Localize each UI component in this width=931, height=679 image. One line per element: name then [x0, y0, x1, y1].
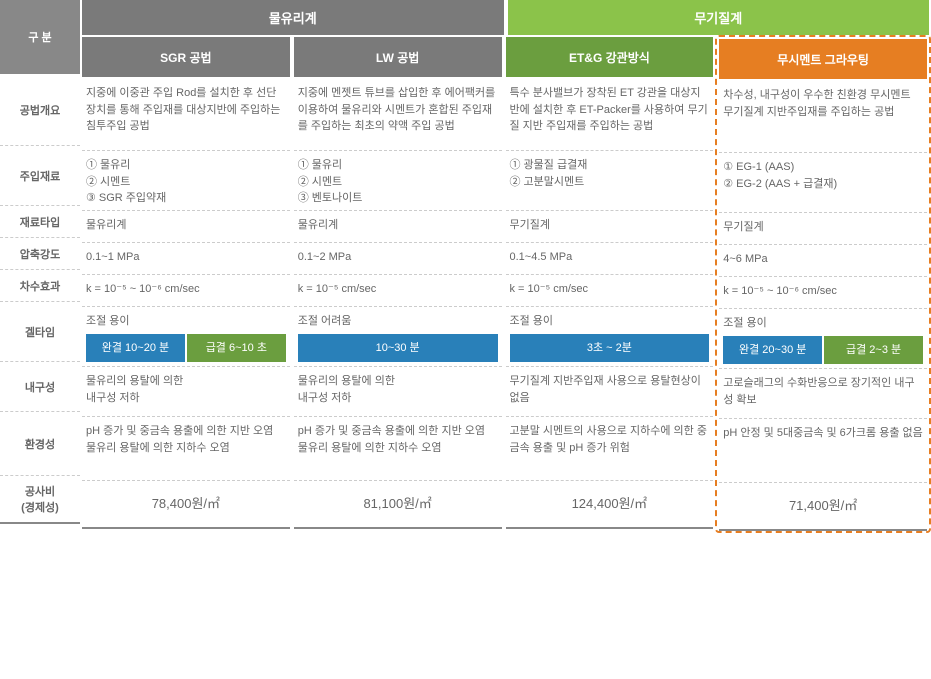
cost-cell: 78,400원/㎡: [82, 481, 290, 529]
strength-cell: 0.1~2 MPa: [294, 243, 502, 275]
gel-badge: 완결 10~20 분: [86, 334, 185, 363]
gel-badge: 10~30 분: [298, 334, 498, 363]
gel-text: 조절 어려움: [298, 313, 498, 330]
cost-cell: 71,400원/㎡: [719, 483, 927, 531]
gel-badges: 완결 20~30 분급결 2~3 분: [723, 336, 923, 365]
material-cell: ① EG-1 (AAS) ② EG-2 (AAS + 급결재): [719, 153, 927, 213]
gel-cell: 조절 용이 3초 ~ 2분: [506, 307, 714, 367]
group-header-1: 물유리계: [82, 0, 504, 35]
strength-cell: 0.1~1 MPa: [82, 243, 290, 275]
gel-badges: 완결 10~20 분급결 6~10 초: [86, 334, 286, 363]
column-0: SGR 공법지중에 이중관 주입 Rod를 설치한 후 선단장치를 통해 주입재…: [80, 35, 292, 533]
overview-cell: 특수 분사밸브가 장착된 ET 강관을 대상지반에 설치한 후 ET-Packe…: [506, 79, 714, 151]
data-area: 물유리계 무기질계 SGR 공법지중에 이중관 주입 Rod를 설치한 후 선단…: [80, 0, 931, 533]
strength-cell: 4~6 MPa: [719, 245, 927, 277]
water-cell: k = 10⁻⁵ ~ 10⁻⁶ cm/sec: [82, 275, 290, 307]
group-header-2: 무기질계: [508, 0, 930, 35]
env-cell: pH 안정 및 5대중금속 및 6가크롬 용출 없음: [719, 419, 927, 483]
water-cell: k = 10⁻⁵ ~ 10⁻⁶ cm/sec: [719, 277, 927, 309]
column-header: LW 공법: [294, 37, 502, 77]
water-cell: k = 10⁻⁵ cm/sec: [294, 275, 502, 307]
gel-text: 조절 용이: [510, 313, 710, 330]
type-cell: 물유리계: [294, 211, 502, 243]
column-header: ET&G 강관방식: [506, 37, 714, 77]
overview-cell: 차수성, 내구성이 우수한 친환경 무시멘트 무기질계 지반주입재를 주입하는 …: [719, 81, 927, 153]
env-label: 환경성: [0, 412, 80, 476]
overview-cell: 지중에 이중관 주입 Rod를 설치한 후 선단장치를 통해 주입재를 대상지반…: [82, 79, 290, 151]
group-header-row: 물유리계 무기질계: [80, 0, 931, 35]
durability-cell: 고로슬래그의 수화반응으로 장기적인 내구성 확보: [719, 369, 927, 419]
row-labels-column: 구 분 공법개요 주입재료 재료타입 압축강도 차수효과 겔타임 내구성 환경성…: [0, 0, 80, 533]
column-header: SGR 공법: [82, 37, 290, 77]
column-3: 무시멘트 그라우팅차수성, 내구성이 우수한 친환경 무시멘트 무기질계 지반주…: [715, 35, 931, 533]
env-cell: pH 증가 및 중금속 용출에 의한 지반 오염 물유리 용탈에 의한 지하수 …: [294, 417, 502, 481]
gel-badge: 급결 2~3 분: [824, 336, 923, 365]
durability-cell: 물유리의 용탈에 의한 내구성 저하: [82, 367, 290, 417]
strength-cell: 0.1~4.5 MPa: [506, 243, 714, 275]
type-cell: 무기질계: [719, 213, 927, 245]
gel-cell: 조절 용이완결 10~20 분급결 6~10 초: [82, 307, 290, 367]
gel-cell: 조절 어려움 10~30 분: [294, 307, 502, 367]
comparison-table: 구 분 공법개요 주입재료 재료타입 압축강도 차수효과 겔타임 내구성 환경성…: [0, 0, 931, 533]
gel-text: 조절 용이: [723, 315, 923, 332]
strength-label: 압축강도: [0, 238, 80, 270]
gel-text: 조절 용이: [86, 313, 286, 330]
section-label: 구 분: [0, 0, 80, 74]
water-cell: k = 10⁻⁵ cm/sec: [506, 275, 714, 307]
durability-label: 내구성: [0, 362, 80, 412]
water-label: 차수효과: [0, 270, 80, 302]
gel-badge: 급결 6~10 초: [187, 334, 286, 363]
type-label: 재료타입: [0, 206, 80, 238]
gel-badge: 3초 ~ 2분: [510, 334, 710, 363]
material-cell: ① 물유리 ② 시멘트 ③ 벤토나이트: [294, 151, 502, 211]
material-label: 주입재료: [0, 146, 80, 206]
columns-container: SGR 공법지중에 이중관 주입 Rod를 설치한 후 선단장치를 통해 주입재…: [80, 35, 931, 533]
overview-cell: 지중에 멘젯트 튜브를 삽입한 후 에어팩커를 이용하여 물유리와 시멘트가 혼…: [294, 79, 502, 151]
material-cell: ① 광물질 급결재 ② 고분말시멘트: [506, 151, 714, 211]
gel-badges: 3초 ~ 2분: [510, 334, 710, 363]
gel-badges: 10~30 분: [298, 334, 498, 363]
overview-label: 공법개요: [0, 74, 80, 146]
column-1: LW 공법지중에 멘젯트 튜브를 삽입한 후 에어팩커를 이용하여 물유리와 시…: [292, 35, 504, 533]
cost-label: 공사비 (경제성): [0, 476, 80, 524]
gel-label: 겔타임: [0, 302, 80, 362]
env-cell: 고분말 시멘트의 사용으로 지하수에 의한 중금속 용출 및 pH 증가 위험: [506, 417, 714, 481]
material-cell: ① 물유리 ② 시멘트 ③ SGR 주입약재: [82, 151, 290, 211]
gel-cell: 조절 용이완결 20~30 분급결 2~3 분: [719, 309, 927, 369]
type-cell: 무기질계: [506, 211, 714, 243]
column-2: ET&G 강관방식특수 분사밸브가 장착된 ET 강관을 대상지반에 설치한 후…: [504, 35, 716, 533]
cost-cell: 81,100원/㎡: [294, 481, 502, 529]
durability-cell: 무기질계 지반주입재 사용으로 용탈현상이 없음: [506, 367, 714, 417]
durability-cell: 물유리의 용탈에 의한 내구성 저하: [294, 367, 502, 417]
column-header: 무시멘트 그라우팅: [719, 39, 927, 79]
env-cell: pH 증가 및 중금속 용출에 의한 지반 오염 물유리 용탈에 의한 지하수 …: [82, 417, 290, 481]
type-cell: 물유리계: [82, 211, 290, 243]
cost-cell: 124,400원/㎡: [506, 481, 714, 529]
gel-badge: 완결 20~30 분: [723, 336, 822, 365]
